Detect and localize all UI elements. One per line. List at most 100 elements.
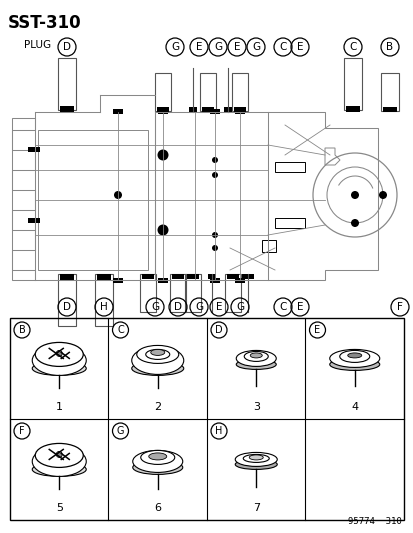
Text: 7: 7: [252, 503, 259, 513]
Ellipse shape: [243, 455, 268, 463]
Text: 3: 3: [252, 402, 259, 412]
Bar: [235, 278, 244, 283]
Text: E: E: [296, 42, 302, 52]
Text: G: G: [235, 302, 244, 312]
Text: G: G: [252, 42, 259, 52]
Bar: [226, 274, 238, 279]
Ellipse shape: [136, 345, 178, 364]
Text: D: D: [173, 302, 182, 312]
Circle shape: [211, 245, 218, 251]
Bar: [185, 274, 201, 312]
Bar: [97, 274, 111, 280]
Bar: [231, 73, 247, 111]
Circle shape: [56, 350, 62, 357]
Text: G: G: [171, 42, 179, 52]
Bar: [95, 274, 113, 326]
Circle shape: [211, 157, 218, 163]
Circle shape: [211, 232, 218, 238]
Bar: [345, 106, 359, 112]
Bar: [157, 107, 169, 112]
Text: F: F: [396, 302, 402, 312]
Bar: [113, 109, 123, 114]
Ellipse shape: [236, 350, 275, 366]
Bar: [242, 274, 254, 279]
Circle shape: [114, 191, 122, 199]
Text: C: C: [279, 42, 286, 52]
Ellipse shape: [35, 342, 83, 366]
Text: D: D: [63, 42, 71, 52]
Ellipse shape: [140, 450, 174, 464]
Bar: [170, 274, 185, 312]
Text: C: C: [349, 42, 356, 52]
Ellipse shape: [131, 346, 183, 374]
Ellipse shape: [32, 345, 86, 375]
Bar: [58, 274, 76, 326]
Text: 4: 4: [350, 402, 357, 412]
Bar: [189, 107, 197, 112]
Text: G: G: [151, 302, 159, 312]
Ellipse shape: [145, 350, 169, 359]
Ellipse shape: [133, 461, 182, 474]
Circle shape: [378, 191, 386, 199]
Ellipse shape: [235, 453, 277, 466]
Bar: [58, 58, 76, 110]
Ellipse shape: [32, 361, 86, 375]
Text: E: E: [215, 302, 222, 312]
Bar: [274, 218, 304, 228]
Text: D: D: [215, 325, 222, 335]
Text: D: D: [63, 302, 71, 312]
Circle shape: [157, 224, 168, 236]
Text: H: H: [215, 426, 222, 436]
Ellipse shape: [32, 447, 86, 477]
Ellipse shape: [131, 361, 183, 375]
Text: H: H: [100, 302, 108, 312]
Bar: [274, 162, 304, 172]
Bar: [202, 107, 214, 112]
Bar: [382, 107, 396, 112]
Text: B: B: [19, 325, 25, 335]
Ellipse shape: [249, 455, 263, 460]
Bar: [171, 274, 183, 279]
Ellipse shape: [133, 450, 182, 472]
Text: 1: 1: [56, 402, 63, 412]
Bar: [343, 58, 361, 110]
Bar: [28, 218, 40, 223]
Circle shape: [56, 451, 62, 457]
Bar: [233, 107, 245, 112]
Text: G: G: [214, 42, 221, 52]
Ellipse shape: [150, 350, 164, 356]
Bar: [38, 130, 147, 270]
Bar: [209, 109, 219, 114]
Bar: [142, 274, 154, 279]
Bar: [261, 240, 275, 252]
Text: SST-310: SST-310: [8, 14, 81, 32]
Text: G: G: [195, 302, 202, 312]
Bar: [154, 73, 171, 111]
Text: C: C: [117, 325, 123, 335]
Bar: [235, 109, 244, 114]
Ellipse shape: [244, 351, 268, 361]
Bar: [140, 274, 156, 312]
Text: B: B: [385, 42, 393, 52]
Bar: [28, 147, 40, 152]
Text: PLUG: PLUG: [24, 40, 51, 50]
Bar: [224, 274, 240, 312]
Text: E: E: [195, 42, 202, 52]
Bar: [209, 278, 219, 283]
Bar: [223, 107, 231, 112]
Ellipse shape: [339, 350, 369, 362]
Ellipse shape: [148, 453, 166, 460]
Circle shape: [350, 191, 358, 199]
Text: E: E: [233, 42, 240, 52]
Ellipse shape: [329, 358, 379, 370]
Bar: [10, 318, 403, 520]
Bar: [380, 73, 398, 111]
Ellipse shape: [329, 350, 379, 367]
Text: 6: 6: [154, 503, 161, 513]
Bar: [207, 274, 216, 279]
Text: E: E: [296, 302, 302, 312]
Circle shape: [211, 172, 218, 178]
Text: F: F: [19, 426, 25, 436]
Text: C: C: [279, 302, 286, 312]
Ellipse shape: [347, 353, 361, 358]
